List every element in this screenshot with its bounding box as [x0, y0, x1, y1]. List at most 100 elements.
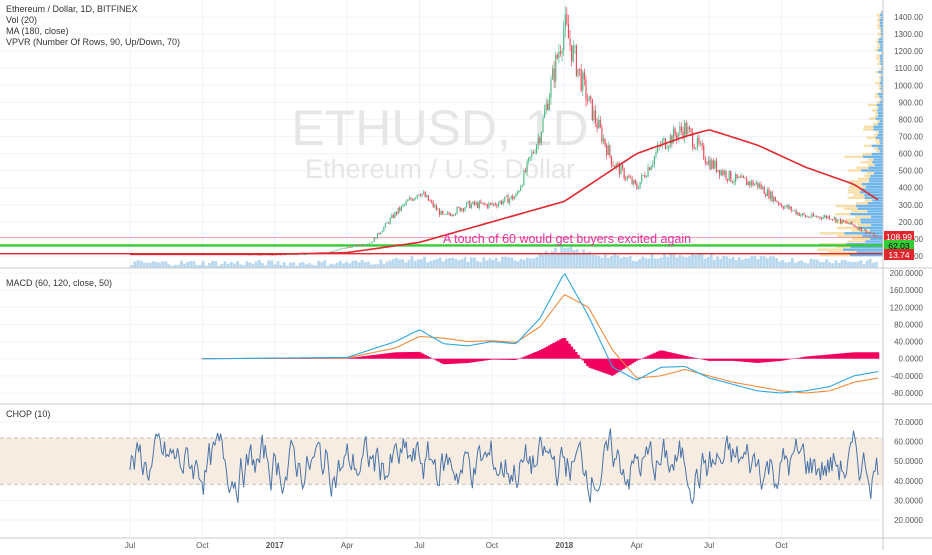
candle-body: [792, 210, 793, 211]
volume-bar: [230, 262, 233, 268]
candle-body: [420, 195, 421, 196]
candle-body: [555, 55, 556, 81]
volume-bar: [775, 258, 778, 268]
volume-bar: [442, 262, 445, 268]
macd-hist-bar: [807, 356, 810, 358]
volume-bar: [308, 263, 311, 268]
candle-body: [343, 248, 344, 249]
macd-hist-bar: [647, 356, 650, 359]
macd-hist-bar: [658, 351, 661, 359]
macd-hist-bar: [733, 359, 736, 361]
candle-body: [560, 52, 561, 54]
macd-hist-bar: [665, 351, 668, 358]
price-tick-label: 1300.00: [894, 30, 923, 39]
volume-bar: [439, 258, 442, 268]
volume-bar: [707, 257, 710, 268]
vpvr-down-row: [820, 232, 845, 234]
macd-hist-bar: [663, 351, 666, 359]
candle-body: [601, 127, 602, 141]
candle-body: [504, 197, 505, 201]
vpvr-down-row: [879, 68, 881, 70]
vpvr-down-row: [878, 44, 881, 46]
vpvr-up-row: [878, 123, 883, 125]
vpvr-down-row: [868, 164, 875, 166]
time-tick-label: Oct: [486, 541, 499, 550]
macd-hist-bar: [395, 352, 398, 358]
candle-body: [347, 247, 348, 248]
candle-body: [375, 238, 376, 239]
candle-body: [549, 98, 550, 110]
candle-body: [385, 223, 386, 227]
macd-hist-bar: [874, 352, 877, 358]
vpvr-down-row: [851, 210, 867, 212]
volume-bar: [457, 260, 460, 268]
volume-bar: [607, 258, 610, 268]
vpvr-up-row: [872, 145, 883, 147]
vpvr-up-row: [844, 232, 883, 234]
candle-body: [418, 195, 419, 196]
candle-body: [533, 152, 534, 153]
volume-bar: [669, 253, 672, 268]
volume-bar: [470, 257, 473, 268]
volume-bar: [476, 261, 479, 268]
candle-body: [359, 245, 360, 246]
price-tick-label: 1200.00: [894, 47, 923, 56]
vpvr-up-row: [870, 238, 883, 240]
volume-bar: [208, 263, 211, 268]
candle-body: [480, 201, 481, 203]
candle-body: [787, 205, 788, 208]
volume-bar: [641, 257, 644, 268]
macd-hist-bar: [440, 359, 443, 363]
macd-tick-label: 40.0000: [894, 338, 923, 347]
candle-body: [498, 203, 499, 206]
candle-body: [581, 69, 582, 91]
volume-bar: [448, 258, 451, 268]
volume-bar: [598, 256, 601, 268]
watermark-symbol: ETHUSD, 1D: [291, 100, 588, 156]
volume-bar: [863, 264, 866, 268]
candle-body: [569, 38, 570, 45]
volume-bar: [373, 264, 376, 268]
candle-body: [717, 170, 718, 172]
volume-bar: [214, 261, 217, 268]
volume-bar: [560, 246, 563, 268]
macd-hist-bar: [633, 359, 636, 362]
candle-body: [826, 216, 827, 219]
candle-body: [589, 96, 590, 101]
candle-body: [808, 217, 809, 218]
macd-hist-bar: [512, 359, 515, 360]
macd-hist-bar: [613, 359, 616, 375]
macd-tick-label: 120.0000: [890, 303, 924, 312]
vpvr-up-row: [865, 194, 883, 196]
candle-body: [394, 212, 395, 218]
candle-body: [402, 205, 403, 206]
volume-bar: [140, 261, 143, 268]
candle-body: [488, 203, 489, 207]
macd-hist-bar: [735, 359, 738, 361]
candle-body: [526, 161, 527, 172]
candle-body: [624, 168, 625, 178]
volume-bar: [825, 259, 828, 268]
macd-hist-bar: [402, 352, 405, 359]
price-tick-label: 900.00: [899, 98, 924, 107]
macd-hist-bar: [390, 353, 393, 359]
candle-body: [627, 176, 628, 179]
vpvr-down-row: [880, 30, 881, 32]
macd-hist-bar: [368, 356, 371, 359]
candle-body: [496, 205, 497, 206]
candle-body: [722, 170, 723, 174]
candle-body: [426, 195, 427, 197]
volume-bar: [772, 256, 775, 268]
macd-hist-bar: [575, 352, 578, 359]
vpvr-profile: [817, 11, 883, 256]
macd-hist-bar: [685, 356, 688, 359]
macd-hist-bar: [661, 350, 664, 358]
vpvr-up-row: [870, 229, 883, 231]
volume-bar: [651, 254, 654, 268]
candle-body: [386, 223, 387, 224]
volume-bar: [791, 258, 794, 268]
vpvr-up-row: [879, 96, 883, 98]
candle-body: [649, 167, 650, 170]
macd-hist-bar: [688, 357, 691, 359]
vpvr-down-row: [881, 65, 882, 67]
